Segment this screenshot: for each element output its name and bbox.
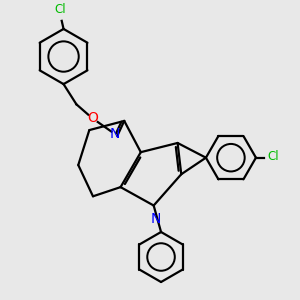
Text: Cl: Cl	[268, 151, 279, 164]
Text: Cl: Cl	[55, 3, 66, 16]
Text: O: O	[88, 111, 98, 125]
Text: N: N	[151, 212, 161, 226]
Text: N: N	[109, 127, 119, 141]
